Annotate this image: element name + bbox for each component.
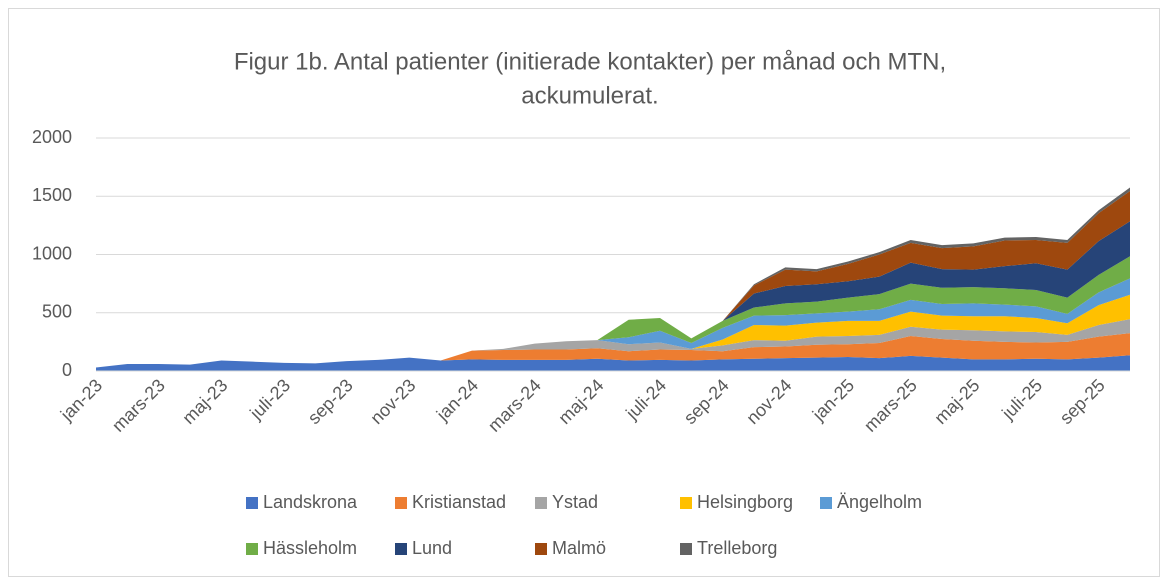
legend-swatch: [680, 543, 692, 555]
legend-swatch: [246, 543, 258, 555]
legend-label: Lund: [412, 538, 452, 558]
legend-label: Ystad: [552, 492, 598, 512]
legend-swatch: [535, 497, 547, 509]
legend-swatch: [395, 497, 407, 509]
legend-swatch: [535, 543, 547, 555]
y-tick-label: 1000: [32, 243, 72, 263]
legend-swatch: [395, 543, 407, 555]
chart-title: ackumulerat.: [521, 82, 658, 109]
legend-swatch: [820, 497, 832, 509]
legend-label: Helsingborg: [697, 492, 793, 512]
legend-label: Landskrona: [263, 492, 358, 512]
legend-label: Trelleborg: [697, 538, 777, 558]
legend-swatch: [680, 497, 692, 509]
legend-label: Kristianstad: [412, 492, 506, 512]
area: [96, 355, 1130, 371]
legend-label: Hässleholm: [263, 538, 357, 558]
y-tick-label: 500: [42, 302, 72, 322]
y-tick-label: 0: [62, 360, 72, 380]
legend-label: Ängelholm: [837, 492, 922, 512]
legend-label: Malmö: [552, 538, 606, 558]
y-tick-label: 1500: [32, 185, 72, 205]
area: [96, 319, 1130, 368]
area: [96, 333, 1130, 368]
chart-title: Figur 1b. Antal patienter (initierade ko…: [234, 48, 946, 75]
y-tick-label: 2000: [32, 127, 72, 147]
legend-swatch: [246, 497, 258, 509]
